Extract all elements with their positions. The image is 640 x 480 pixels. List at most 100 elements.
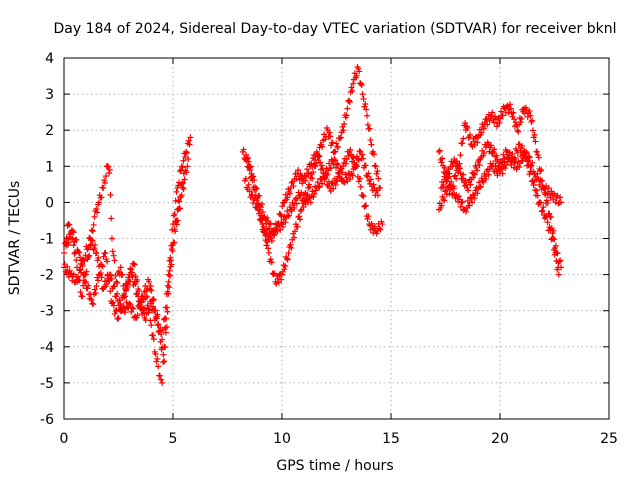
data-point-track-d	[353, 72, 360, 79]
data-point-track-g	[464, 125, 471, 132]
data-point-track-i	[502, 165, 509, 172]
data-point-track-f	[291, 205, 298, 212]
data-point-track-h	[467, 181, 474, 188]
data-point-track-b	[150, 296, 157, 303]
data-point-track-e	[286, 190, 293, 197]
data-point-track-f	[287, 206, 294, 213]
data-point-track-c	[78, 257, 85, 264]
data-point-track-e	[245, 181, 252, 188]
data-point-track-e	[277, 211, 284, 218]
data-point-track-d	[270, 271, 277, 278]
data-point-track-c	[114, 316, 121, 323]
data-point-track-e	[350, 154, 357, 161]
data-point-track-e	[347, 146, 354, 153]
data-point-track-c	[88, 296, 95, 303]
data-point-track-i	[456, 193, 463, 200]
data-point-track-d	[267, 256, 274, 263]
data-point-track-i	[450, 185, 457, 192]
data-point-track-h	[552, 249, 559, 256]
data-point-track-b	[82, 252, 89, 259]
data-point-track-f	[288, 208, 295, 215]
data-point-track-i	[557, 194, 564, 201]
data-point-track-c	[118, 306, 125, 313]
data-point-track-a	[185, 137, 192, 144]
data-point-track-c	[173, 217, 180, 224]
data-point-track-f	[311, 191, 318, 198]
data-point-track-i	[524, 150, 531, 157]
data-point-track-c	[179, 180, 186, 187]
data-point-track-f	[315, 183, 322, 190]
data-point-track-h	[543, 213, 550, 220]
data-point-track-a	[79, 293, 86, 300]
data-point-track-f	[246, 167, 253, 174]
data-point-track-f	[274, 227, 281, 234]
data-point-track-c	[121, 294, 128, 301]
data-point-track-a	[186, 141, 193, 148]
data-point-track-d	[282, 263, 289, 270]
data-point-track-a	[132, 273, 139, 280]
data-point-track-c	[82, 278, 89, 285]
data-point-track-c	[179, 179, 186, 186]
data-point-track-f	[258, 204, 265, 211]
data-point-track-g	[547, 214, 554, 221]
data-point-track-d	[310, 169, 317, 176]
data-point-track-a	[95, 199, 102, 206]
data-point-track-g	[478, 129, 485, 136]
data-point-track-d	[265, 245, 272, 252]
data-point-track-e	[297, 170, 304, 177]
x-axis-label: GPS time / hours	[276, 458, 393, 474]
data-point-track-a	[178, 163, 185, 170]
data-point-track-c	[123, 286, 130, 293]
data-point-track-c	[90, 301, 97, 308]
data-point-track-g	[524, 113, 531, 120]
data-point-track-h	[474, 167, 481, 174]
data-point-track-f	[352, 164, 359, 171]
data-point-track-f	[264, 214, 271, 221]
data-point-track-c	[84, 285, 91, 292]
data-point-track-d	[281, 266, 288, 273]
data-point-track-a	[88, 227, 95, 234]
data-point-track-b	[162, 304, 169, 311]
x-tick-label: 0	[60, 431, 69, 447]
data-point-track-c	[151, 307, 158, 314]
data-point-track-g	[448, 178, 455, 185]
data-point-track-a	[71, 250, 78, 257]
data-point-track-e	[242, 175, 249, 182]
data-point-track-c	[106, 277, 113, 284]
data-point-track-h	[553, 257, 560, 264]
data-point-track-i	[485, 171, 492, 178]
data-point-track-g	[441, 164, 448, 171]
data-point-track-a	[91, 213, 98, 220]
data-point-track-g	[492, 113, 499, 120]
data-point-track-d	[265, 249, 272, 256]
data-point-track-c	[124, 281, 131, 288]
data-point-track-c	[91, 286, 98, 293]
x-tick-label: 25	[600, 431, 618, 447]
y-tick-label: 3	[45, 87, 54, 103]
data-point-track-f	[365, 170, 372, 177]
data-point-track-e	[255, 206, 262, 213]
data-point-track-d	[340, 127, 347, 134]
data-point-track-g	[474, 139, 481, 146]
data-point-track-c	[161, 358, 168, 365]
data-point-track-a	[70, 242, 77, 249]
data-point-track-g	[499, 112, 506, 119]
data-point-track-h	[465, 187, 472, 194]
data-point-track-f	[321, 175, 328, 182]
data-point-track-c	[93, 283, 100, 289]
data-point-track-h	[511, 154, 518, 161]
data-point-track-b	[111, 283, 118, 290]
data-point-track-g	[527, 112, 534, 119]
y-tick-label: 1	[45, 159, 54, 175]
data-point-track-f	[250, 173, 257, 180]
data-point-track-b	[95, 254, 102, 261]
data-point-track-e	[249, 191, 256, 198]
data-point-track-d	[287, 241, 294, 248]
data-point-track-c	[70, 229, 77, 236]
data-point-track-b	[166, 267, 173, 274]
data-point-track-i	[476, 184, 483, 191]
data-point-track-b	[155, 321, 162, 328]
data-point-track-f	[244, 154, 251, 161]
y-tick-label: -5	[40, 376, 54, 392]
